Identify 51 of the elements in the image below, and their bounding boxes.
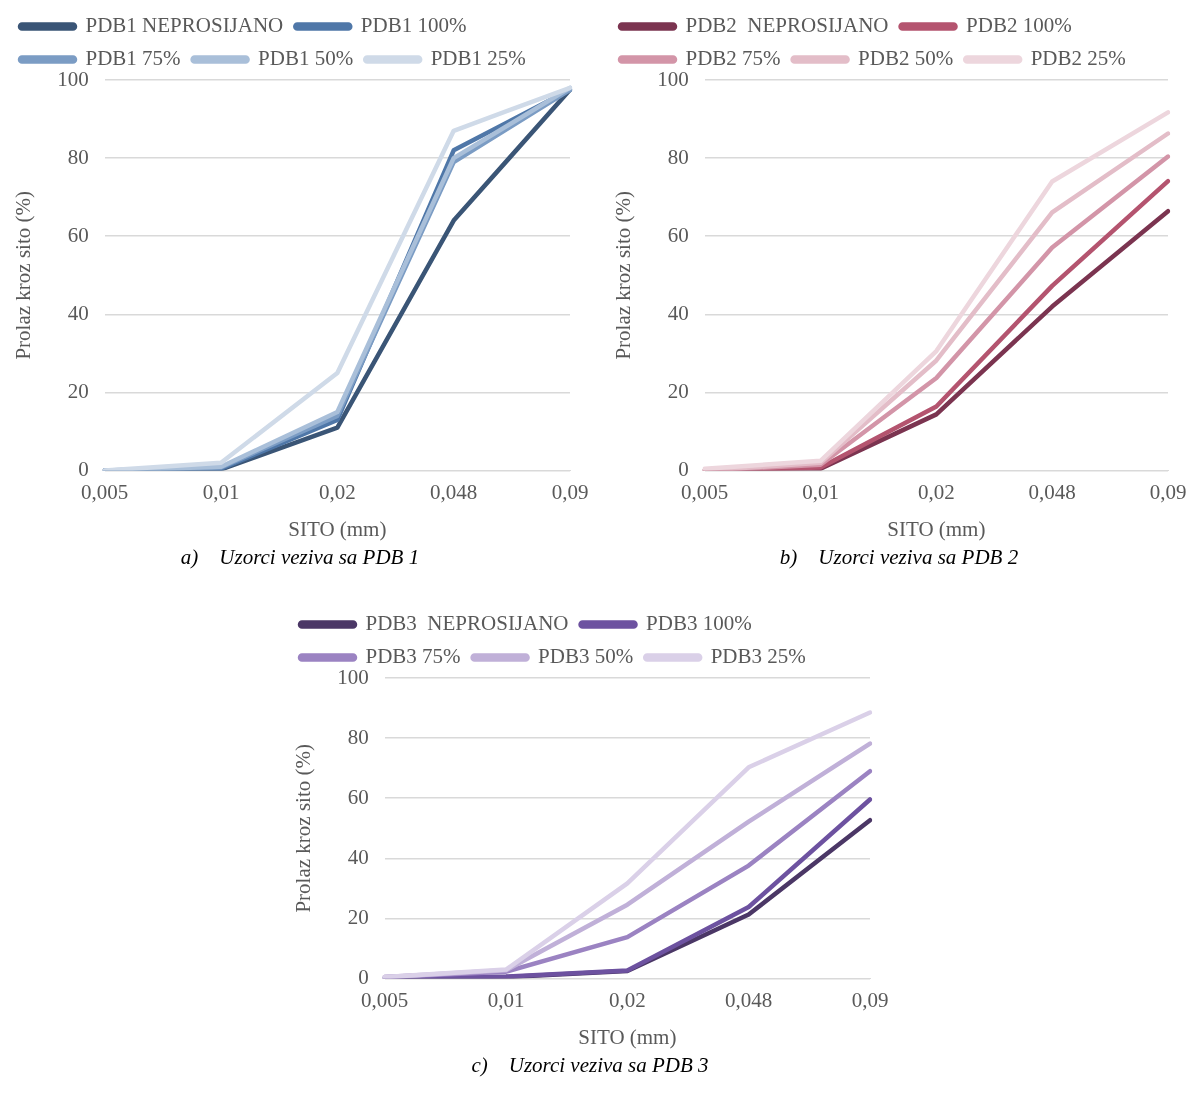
y-tick-label: 60 [67, 222, 89, 247]
x-tick-label: 0,048 [1028, 479, 1076, 504]
y-axis-title: Prolaz kroz sito (%) [611, 191, 636, 360]
x-tick-label: 0,09 [551, 479, 589, 504]
x-tick-label: 0,02 [608, 987, 646, 1012]
legend-label: PDB2 NEPROSIJANO [685, 13, 889, 38]
y-tick-label: 40 [347, 844, 369, 869]
x-axis-title: SITO (mm) [887, 516, 986, 541]
y-tick-label: 40 [667, 300, 689, 325]
x-tick-label: 0,09 [1149, 479, 1187, 504]
x-tick-label: 0,005 [361, 987, 409, 1012]
x-axis-title: SITO (mm) [288, 516, 387, 541]
x-tick-label: 0,01 [802, 479, 839, 504]
x-tick-label: 0,048 [430, 479, 478, 504]
legend-label: PDB3 50% [538, 644, 634, 669]
legend-label: PDB2 25% [1030, 46, 1126, 71]
y-tick-label: 60 [347, 784, 369, 809]
legend-label: PDB2 100% [966, 13, 1072, 38]
legend-label: PDB1 25% [430, 46, 526, 71]
y-tick-label: 20 [667, 379, 689, 403]
y-axis-title: Prolaz kroz sito (%) [11, 191, 36, 360]
x-axis-title: SITO (mm) [578, 1024, 677, 1049]
y-tick-label: 80 [67, 144, 89, 169]
y-tick-label: 0 [78, 457, 89, 482]
legend-label: PDB3 100% [646, 611, 752, 636]
y-tick-label: 60 [667, 222, 689, 247]
text: a) Uzorci veziva sa PDB 1 [179, 545, 421, 570]
x-tick-label: 0,02 [917, 479, 955, 504]
text: b) Uzorci veziva sa PDB 2 [778, 545, 1020, 570]
legend-label: PDB2 50% [858, 46, 954, 71]
y-tick-label: 0 [678, 457, 689, 482]
x-tick-label: 0,005 [81, 479, 129, 504]
legend-label: PDB1 100% [360, 13, 467, 38]
text: c) Uzorci veziva sa PDB 3 [470, 1053, 710, 1078]
x-tick-label: 0,01 [202, 479, 240, 504]
x-tick-label: 0,09 [851, 987, 889, 1012]
x-tick-label: 0,01 [487, 987, 525, 1012]
y-tick-label: 40 [67, 300, 89, 325]
y-tick-label: 80 [347, 724, 369, 749]
y-tick-label: 20 [347, 905, 369, 929]
x-tick-label: 0,02 [318, 479, 356, 504]
legend-label: PDB1 NEPROSIJANO [85, 13, 284, 38]
legend-label: PDB1 50% [258, 46, 354, 71]
y-tick-label: 0 [358, 965, 369, 990]
y-tick-label: 20 [67, 379, 89, 403]
legend-label: PDB3 25% [710, 644, 806, 669]
y-tick-label: 80 [667, 144, 689, 169]
x-tick-label: 0,048 [725, 987, 773, 1012]
y-axis-title: Prolaz kroz sito (%) [291, 744, 316, 913]
legend-label: PDB3 NEPROSIJANO [365, 611, 569, 636]
x-tick-label: 0,005 [681, 479, 729, 504]
